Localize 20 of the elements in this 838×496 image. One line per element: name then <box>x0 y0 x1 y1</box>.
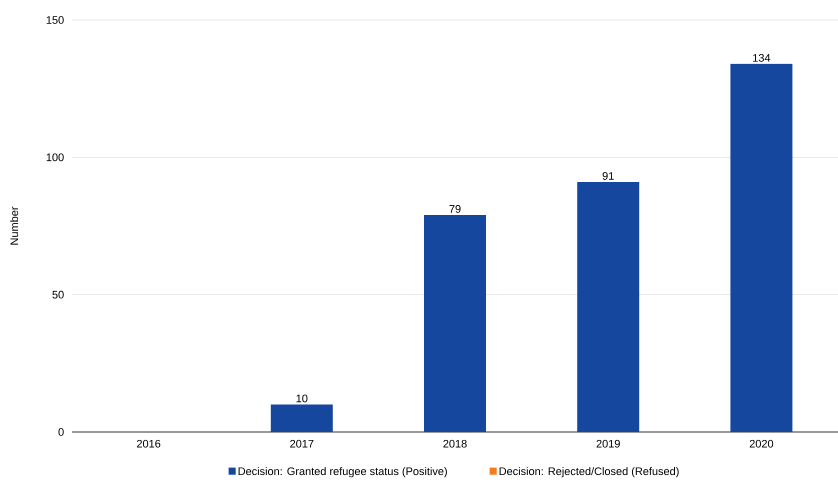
data-label: 91 <box>602 172 614 180</box>
y-tick-label: 0 <box>58 428 64 436</box>
x-tick-label: 2018 <box>443 440 467 448</box>
legend-label: Decision: Rejected/Closed (Refused) <box>500 467 679 478</box>
data-label: 10 <box>296 394 308 402</box>
bar <box>730 64 792 432</box>
bar <box>270 404 333 432</box>
y-tick-label: 50 <box>52 290 64 299</box>
x-tick-label: 2017 <box>290 440 314 448</box>
bar <box>424 215 486 432</box>
y-tick-label: 100 <box>46 153 64 162</box>
data-label: 79 <box>449 205 461 213</box>
bar <box>577 182 640 432</box>
x-tick-label: 2016 <box>136 440 160 448</box>
x-tick-label: 2020 <box>750 440 774 448</box>
y-tick-label: 150 <box>46 16 64 24</box>
data-label: 134 <box>753 54 770 62</box>
y-axis-title: Number <box>10 206 18 245</box>
x-tick-label: 2019 <box>596 440 620 448</box>
legend-label: Decision: Granted refugee status (Positive) <box>238 467 447 478</box>
